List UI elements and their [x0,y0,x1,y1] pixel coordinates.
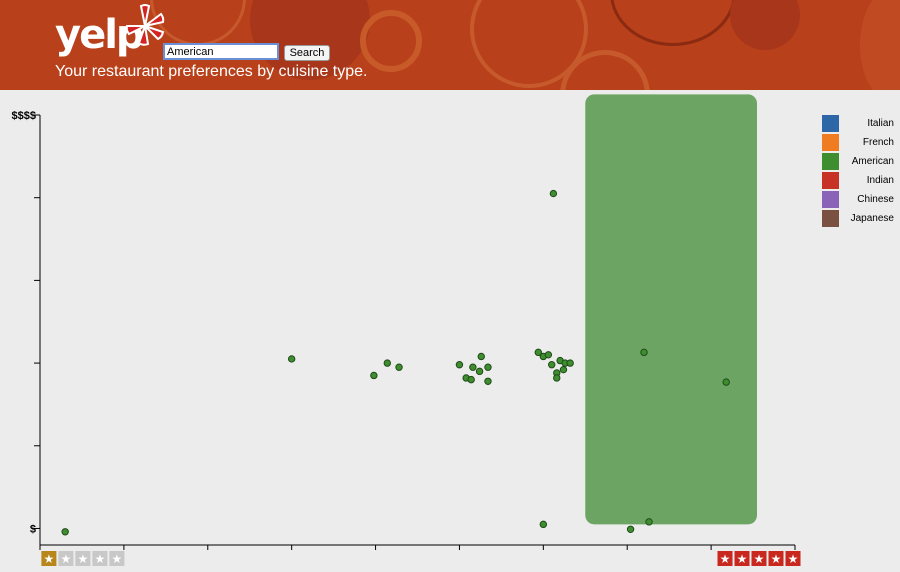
star-icon: ★ [771,552,782,566]
y-axis-tick-label: $$$$ [12,110,36,122]
data-point [484,363,492,371]
banner-decoration [470,0,588,88]
data-point [566,359,574,367]
star-box [58,551,74,566]
legend-label: French [862,137,894,148]
burst-icon [125,4,165,46]
legend-swatch [822,115,839,132]
data-point [475,367,484,376]
legend-label: American [851,156,894,167]
data-point [61,528,69,536]
star-box [768,551,784,566]
legend-item-american[interactable]: American [822,153,894,170]
data-point [534,348,542,357]
scatter-chart: $$$$$★ ★ ★ ★ ★ ★ ★ ★ ★ ★ [12,94,801,566]
max-rating-stars: ★ ★ ★ ★ ★ [717,551,801,566]
data-point [395,363,403,371]
legend-swatch [822,153,839,170]
star-box [109,551,125,566]
data-point [544,351,553,359]
star-icon: ★ [754,552,765,566]
header-banner: yelp Search Your restaurant preferences … [0,0,900,90]
data-point [469,363,477,371]
data-point [467,375,475,384]
star-box [92,551,108,566]
y-axis-tick-label: $ [30,523,36,535]
data-point [626,525,635,533]
banner-decoration [360,10,422,72]
legend-item-indian[interactable]: Indian [822,172,894,189]
legend-item-japanese[interactable]: Japanese [822,210,894,227]
legend-swatch [822,191,839,208]
star-icon: ★ [737,552,748,566]
data-point [722,378,730,386]
data-point [548,361,556,369]
data-point [553,374,561,382]
star-icon: ★ [95,552,106,566]
legend-item-italian[interactable]: Italian [822,115,894,132]
legend-label: Chinese [857,194,894,205]
star-box [751,551,767,566]
star-icon: ★ [788,552,799,566]
logo-text: yelp [55,12,145,58]
highlight-region [585,94,757,525]
star-box [785,551,801,566]
data-point [645,518,653,526]
legend-item-chinese[interactable]: Chinese [822,191,894,208]
legend-swatch [822,172,839,189]
data-point [549,189,558,198]
data-point [287,355,296,363]
legend-label: Indian [866,175,894,186]
data-point [559,365,568,374]
tagline: Your restaurant preferences by cuisine t… [55,63,368,80]
legend-item-french[interactable]: French [822,134,894,151]
data-point [383,359,391,367]
legend-label: Japanese [850,213,894,224]
star-icon: ★ [720,552,731,566]
star-box [41,551,57,566]
legend-swatch [822,134,839,151]
star-box [717,551,733,566]
data-point [539,520,548,529]
star-icon: ★ [44,552,55,566]
banner-decoration [860,0,900,90]
data-point [455,361,464,369]
min-rating-stars: ★ ★ ★ ★ ★ [41,551,125,566]
legend-label: Italian [867,118,894,129]
star-box [75,551,91,566]
search-button[interactable]: Search [284,45,330,61]
search-input[interactable] [163,43,279,60]
star-box [734,551,750,566]
data-point [484,377,492,385]
star-icon: ★ [78,552,89,566]
banner-decoration [610,0,736,46]
star-icon: ★ [112,552,123,566]
data-point [477,352,485,361]
banner-decoration [730,0,800,50]
star-icon: ★ [61,552,72,566]
legend-swatch [822,210,839,227]
data-point [640,348,648,357]
data-point [370,371,378,380]
